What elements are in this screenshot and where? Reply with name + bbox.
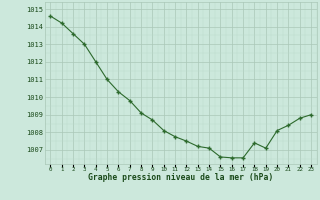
X-axis label: Graphe pression niveau de la mer (hPa): Graphe pression niveau de la mer (hPa) [88,173,273,182]
